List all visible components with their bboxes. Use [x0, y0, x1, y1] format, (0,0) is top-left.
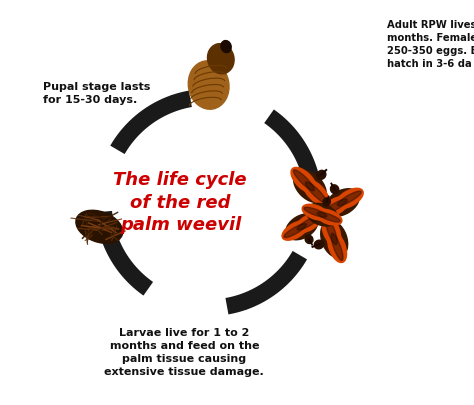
Ellipse shape	[331, 233, 343, 260]
Ellipse shape	[335, 188, 363, 209]
Ellipse shape	[302, 204, 328, 220]
Ellipse shape	[328, 231, 346, 262]
Text: Pupal stage lasts
for 15-30 days.: Pupal stage lasts for 15-30 days.	[43, 82, 150, 104]
Ellipse shape	[293, 170, 314, 191]
Ellipse shape	[321, 196, 349, 217]
Ellipse shape	[282, 221, 309, 240]
Ellipse shape	[295, 213, 321, 232]
Ellipse shape	[305, 182, 327, 203]
Ellipse shape	[286, 214, 318, 240]
Ellipse shape	[305, 235, 313, 243]
Ellipse shape	[317, 212, 340, 222]
Ellipse shape	[297, 216, 319, 230]
Ellipse shape	[323, 199, 347, 214]
Ellipse shape	[325, 217, 337, 245]
Ellipse shape	[323, 198, 330, 206]
Ellipse shape	[317, 171, 326, 179]
Ellipse shape	[321, 220, 347, 258]
Ellipse shape	[304, 207, 327, 217]
Text: Larvae live for 1 to 2
months and feed on the
palm tissue causing
extensive tiss: Larvae live for 1 to 2 months and feed o…	[104, 328, 264, 377]
Ellipse shape	[291, 167, 317, 193]
Ellipse shape	[284, 224, 307, 238]
Ellipse shape	[221, 40, 231, 53]
Ellipse shape	[76, 210, 123, 243]
Ellipse shape	[294, 170, 326, 202]
Ellipse shape	[330, 185, 339, 194]
Ellipse shape	[326, 189, 359, 216]
Ellipse shape	[322, 215, 341, 247]
Ellipse shape	[314, 240, 324, 249]
Ellipse shape	[316, 209, 342, 225]
Text: The life cycle
of the red
palm weevil: The life cycle of the red palm weevil	[113, 171, 247, 234]
Ellipse shape	[188, 61, 229, 109]
Ellipse shape	[337, 191, 361, 206]
Ellipse shape	[306, 203, 337, 226]
Ellipse shape	[303, 179, 329, 205]
Text: Adult RPW lives
months. Female
250-350 eggs. E
hatch in 3-6 da: Adult RPW lives months. Female 250-350 e…	[387, 20, 474, 69]
Ellipse shape	[208, 44, 234, 74]
